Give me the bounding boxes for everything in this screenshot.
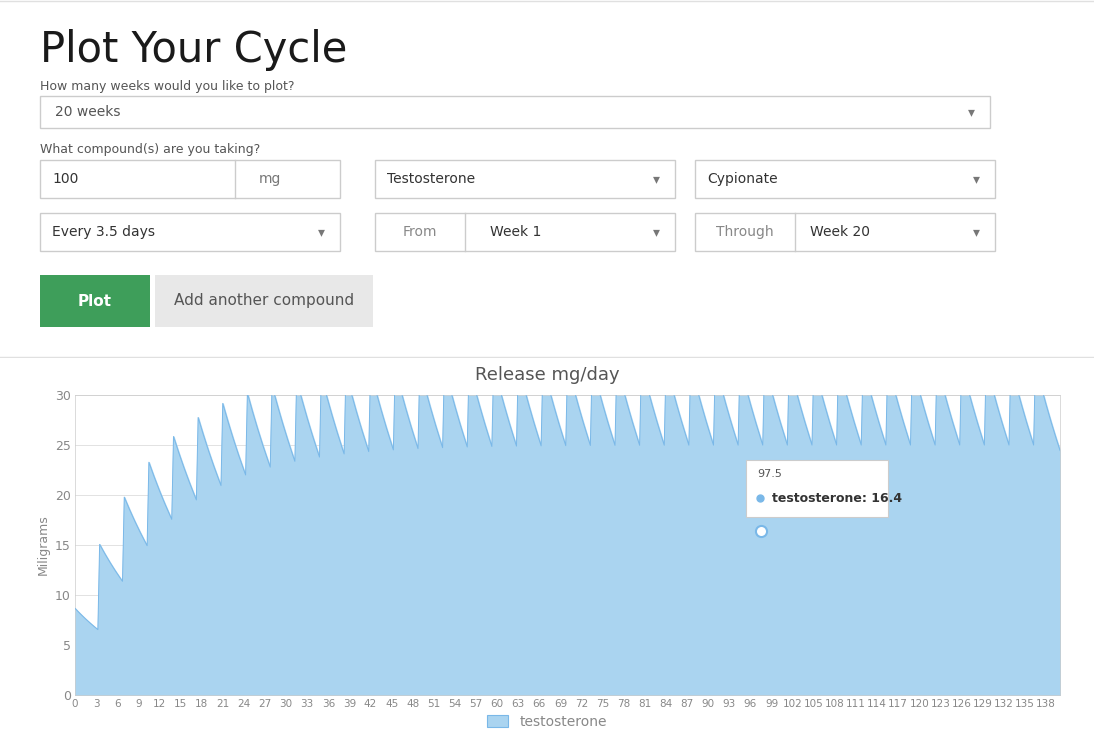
Text: Through: Through [717,225,773,239]
Text: Every 3.5 days: Every 3.5 days [53,225,155,239]
Text: How many weeks would you like to plot?: How many weeks would you like to plot? [40,80,294,93]
Bar [375,160,675,198]
Text: 97.5: 97.5 [757,469,782,479]
Text: Plot: Plot [78,293,112,308]
Y-axis label: Miligrams: Miligrams [36,515,49,575]
Text: What compound(s) are you taking?: What compound(s) are you taking? [40,143,260,156]
Text: ▾: ▾ [973,172,980,186]
Text: mg: mg [259,172,281,186]
Text: Add another compound: Add another compound [174,293,354,308]
Text: ▾: ▾ [973,225,980,239]
Text: 20 weeks: 20 weeks [55,105,120,119]
Text: testosterone: 16.4: testosterone: 16.4 [771,491,901,504]
Text: Week 1: Week 1 [490,225,542,239]
Text: Release mg/day: Release mg/day [475,366,619,384]
Text: From: From [403,225,438,239]
Text: Plot Your Cycle: Plot Your Cycle [40,29,348,71]
Bar [375,213,675,251]
Bar [695,160,996,198]
Bar [40,275,150,327]
Bar [40,213,340,251]
Text: ▾: ▾ [653,172,660,186]
Text: 100: 100 [53,172,79,186]
Legend: testosterone: testosterone [481,709,613,735]
Text: ▾: ▾ [318,225,325,239]
FancyBboxPatch shape [746,460,888,517]
Text: ▾: ▾ [968,105,975,119]
Text: Testosterone: Testosterone [387,172,475,186]
Bar [695,213,996,251]
Bar [40,96,990,128]
Text: ▾: ▾ [653,225,660,239]
Bar [40,160,340,198]
Text: Week 20: Week 20 [810,225,870,239]
Bar [155,275,373,327]
Text: Cypionate: Cypionate [707,172,778,186]
